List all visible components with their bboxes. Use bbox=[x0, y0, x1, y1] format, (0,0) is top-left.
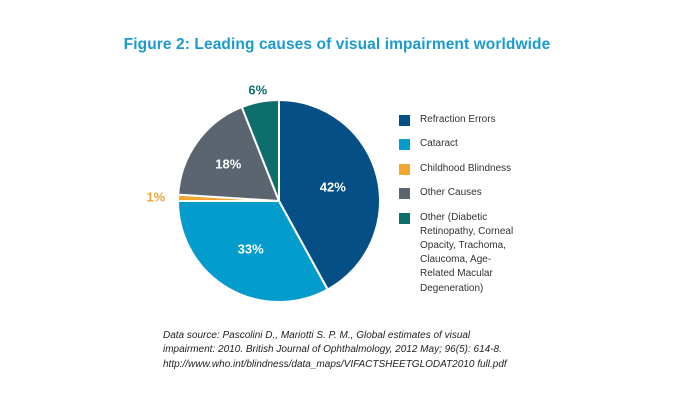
legend-label: Related Macular bbox=[420, 268, 493, 280]
legend-swatch bbox=[399, 188, 410, 200]
legend-label: Opacity, Trachoma, bbox=[420, 239, 506, 251]
legend-label: Other (Diabetic bbox=[420, 211, 488, 223]
legend-swatch bbox=[399, 139, 410, 151]
legend-swatch bbox=[399, 115, 410, 126]
legend-item: Cataract bbox=[399, 137, 559, 151]
slice-data-label: 6% bbox=[248, 82, 267, 97]
slice-data-label: 1% bbox=[146, 190, 165, 205]
legend-item: Refraction Errors bbox=[399, 113, 559, 127]
legend-item: Childhood Blindness bbox=[399, 162, 559, 176]
legend-label: Cataract bbox=[420, 138, 458, 150]
legend-label: Retinopathy, Corneal bbox=[420, 225, 514, 237]
legend-label: Claucoma, Age- bbox=[420, 254, 492, 266]
data-source-note: Data source: Pascolini D., Mariotti S. P… bbox=[163, 329, 603, 372]
pie-slice bbox=[177, 106, 280, 202]
pie-slice bbox=[278, 99, 382, 291]
legend-item: Other (Diabetic Retinopathy, Corneal Opaci… bbox=[399, 211, 559, 296]
legend-label: Other Causes bbox=[420, 187, 482, 199]
legend-swatch bbox=[399, 163, 410, 175]
legend-label: Childhood Blindness bbox=[420, 162, 512, 174]
legend-swatch bbox=[399, 212, 410, 224]
legend-item: Other Causes bbox=[399, 186, 559, 200]
source-line: impairment: 2010. British Journal of Oph… bbox=[163, 344, 502, 356]
legend-label: Degeneration) bbox=[420, 282, 484, 294]
legend-label: Refraction Errors bbox=[420, 114, 496, 125]
slice-data-label: 33% bbox=[238, 241, 264, 256]
chart-title: Figure 2: Leading causes of visual impai… bbox=[123, 36, 551, 53]
source-line: http://www.who.int/blindness/data_maps/V… bbox=[163, 358, 507, 370]
pie-slice bbox=[177, 200, 329, 303]
legend: Refraction Errors Cataract Childhood Blind… bbox=[399, 113, 559, 306]
slice-data-label: 18% bbox=[215, 157, 241, 172]
pie-slice bbox=[240, 99, 280, 202]
source-line: Data source: Pascolini D., Mariotti S. P… bbox=[163, 330, 471, 341]
slice-data-label: 42% bbox=[320, 180, 346, 195]
